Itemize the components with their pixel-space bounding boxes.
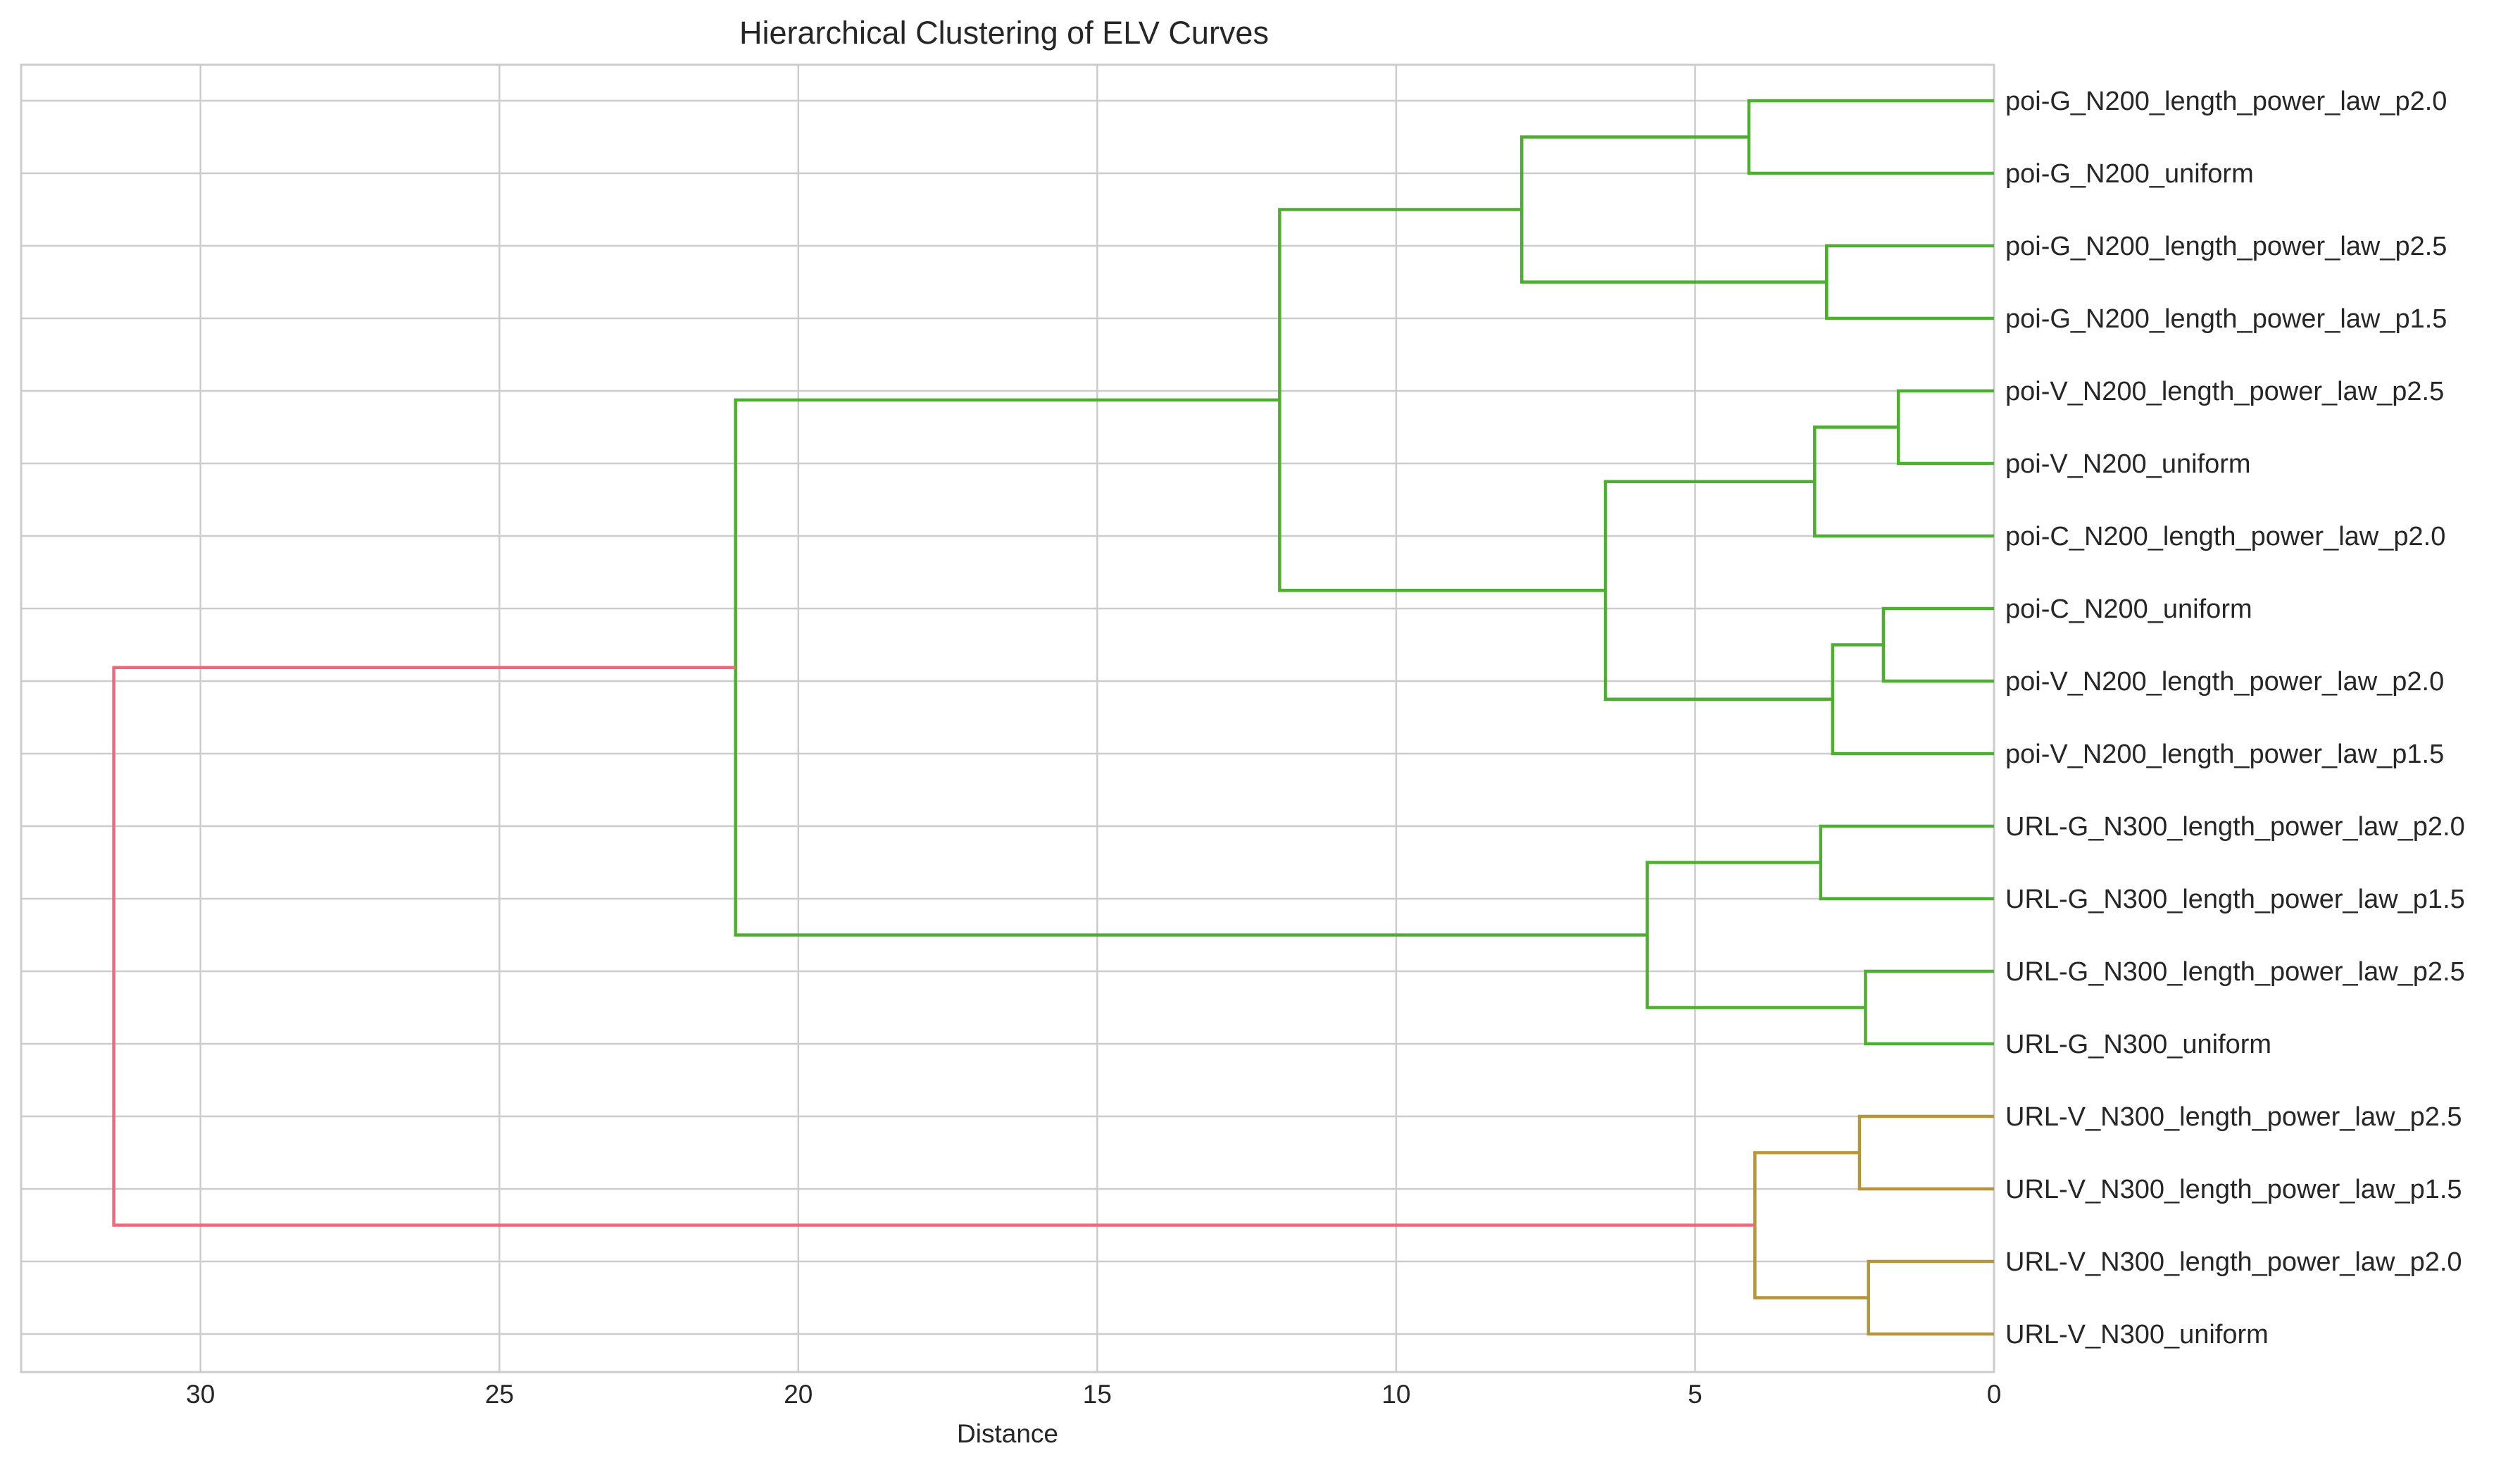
- x-tick-label: 25: [485, 1380, 514, 1409]
- leaf-label: poi-V_N200_length_power_law_p2.0: [2005, 667, 2444, 697]
- x-axis-label: Distance: [957, 1419, 1058, 1448]
- dendrogram-link: [1819, 824, 1994, 901]
- dendrogram-link: [1747, 99, 1994, 175]
- dendrogram-link: [112, 666, 1755, 1227]
- x-tick-label: 5: [1688, 1380, 1703, 1409]
- leaf-label: poi-C_N200_length_power_law_p2.0: [2005, 522, 2445, 551]
- x-tick-label: 20: [784, 1380, 813, 1409]
- dendrogram-link: [1881, 606, 1994, 683]
- leaf-label: poi-V_N200_length_power_law_p2.5: [2005, 377, 2444, 406]
- dendrogram-link: [1857, 1114, 1994, 1191]
- leaf-label: poi-G_N200_uniform: [2005, 159, 2254, 189]
- x-tick-label: 15: [1083, 1380, 1112, 1409]
- leaf-labels: poi-G_N200_length_power_law_p2.0 poi-G_N2…: [2005, 87, 2465, 1349]
- x-tick-label: 0: [1987, 1380, 2002, 1409]
- plot-frame: [20, 63, 1995, 1373]
- dendrogram-link: [1278, 208, 1606, 592]
- dendrogram-link: [1867, 1259, 1994, 1336]
- leaf-label: URL-V_N300_length_power_law_p2.5: [2005, 1102, 2462, 1132]
- leaf-label: poi-G_N200_length_power_law_p2.0: [2005, 87, 2447, 116]
- leaf-label: URL-V_N300_length_power_law_p2.0: [2005, 1247, 2462, 1277]
- dendrogram-link: [1831, 643, 1994, 756]
- leaf-label: poi-G_N200_length_power_law_p1.5: [2005, 304, 2447, 334]
- chart-title: Hierarchical Clustering of ELV Curves: [739, 15, 1269, 51]
- leaf-label: URL-G_N300_length_power_law_p2.5: [2005, 957, 2465, 987]
- dendrogram-link: [1753, 1151, 1869, 1299]
- leaf-label: poi-V_N200_length_power_law_p1.5: [2005, 740, 2444, 769]
- dendrogram-link: [734, 398, 1648, 937]
- leaf-label: URL-G_N300_length_power_law_p1.5: [2005, 885, 2465, 914]
- dendrogram-link: [1864, 969, 1994, 1046]
- x-tick-label: 10: [1381, 1380, 1410, 1409]
- leaf-label: URL-G_N300_uniform: [2005, 1030, 2271, 1059]
- dendrogram-link: [1519, 135, 1827, 284]
- dendrogram-link: [1645, 861, 1866, 1009]
- branch-layer: [112, 99, 1994, 1336]
- x-tick-label: 30: [186, 1380, 215, 1409]
- x-axis-ticks: 30 25 20 15 10 5 0: [186, 1380, 2001, 1409]
- dendrogram-link: [1813, 425, 1994, 538]
- leaf-label: URL-V_N300_length_power_law_p1.5: [2005, 1175, 2462, 1204]
- leaf-label: URL-G_N300_length_power_law_p2.0: [2005, 812, 2465, 842]
- grid-layer: [21, 65, 1995, 1372]
- leaf-label: poi-C_N200_uniform: [2005, 594, 2252, 624]
- dendrogram-link: [1896, 389, 1994, 466]
- leaf-label: poi-G_N200_length_power_law_p2.5: [2005, 232, 2447, 261]
- leaf-label: URL-V_N300_uniform: [2005, 1320, 2269, 1349]
- leaf-label: poi-V_N200_uniform: [2005, 449, 2251, 479]
- dendrogram-link: [1603, 480, 1833, 701]
- dendrogram-link: [1825, 244, 1994, 320]
